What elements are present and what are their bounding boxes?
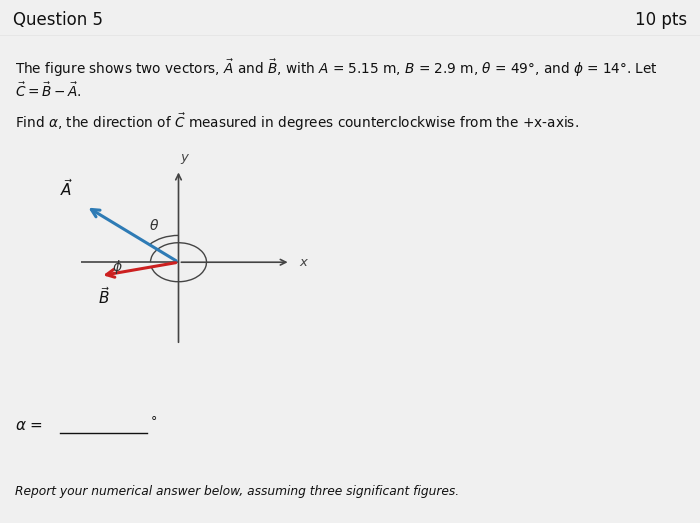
Text: $\vec{A}$: $\vec{A}$ — [60, 178, 74, 199]
Text: Question 5: Question 5 — [13, 10, 103, 29]
Text: The figure shows two vectors, $\vec{A}$ and $\vec{B}$, with $A$ = 5.15 m, $B$ = : The figure shows two vectors, $\vec{A}$ … — [15, 58, 658, 79]
Text: Find $\alpha$, the direction of $\vec{C}$ measured in degrees counterclockwise f: Find $\alpha$, the direction of $\vec{C}… — [15, 111, 580, 133]
Text: $\phi$: $\phi$ — [112, 258, 122, 277]
Text: $\vec{B}$: $\vec{B}$ — [98, 287, 110, 308]
Text: °: ° — [150, 415, 157, 428]
Text: $y$: $y$ — [180, 152, 190, 166]
Text: Report your numerical answer below, assuming three significant figures.: Report your numerical answer below, assu… — [15, 485, 459, 498]
Text: $\theta$: $\theta$ — [149, 218, 160, 233]
Text: $\alpha$ =: $\alpha$ = — [15, 418, 43, 433]
Text: 10 pts: 10 pts — [636, 10, 687, 29]
Text: $\vec{C} = \vec{B} - \vec{A}$.: $\vec{C} = \vec{B} - \vec{A}$. — [15, 82, 82, 100]
Text: $x$: $x$ — [299, 256, 309, 269]
